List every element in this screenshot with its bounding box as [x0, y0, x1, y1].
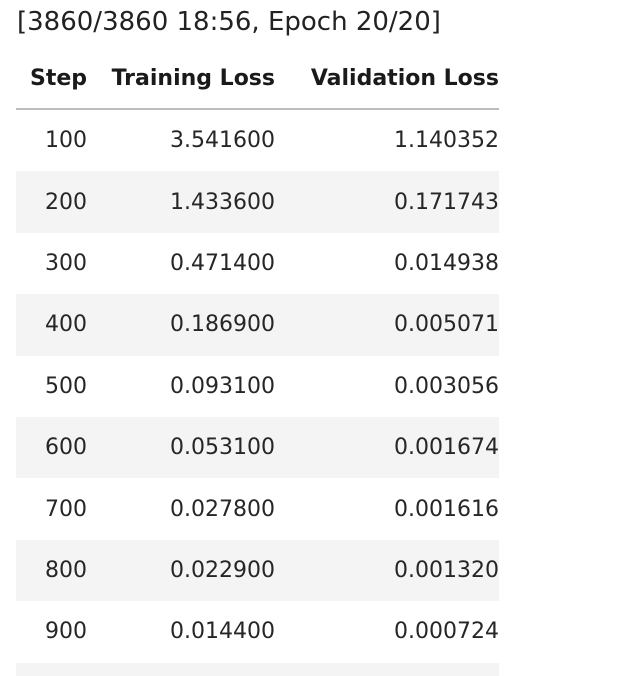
cell-training-loss: 3.541600: [170, 128, 275, 154]
cell-validation-loss: 0.171743: [275, 171, 499, 233]
cell-step: 600: [16, 416, 87, 479]
cell-validation-loss: 0.000724: [394, 619, 499, 645]
table-row: [16, 662, 499, 676]
cell-training-loss: 1.433600: [87, 171, 275, 233]
cell-training-loss: [87, 662, 275, 676]
cell-validation-loss: 0.001674: [275, 416, 499, 479]
cell-step: 400: [16, 294, 87, 356]
table-row: 700 0.027800 0.001616: [16, 478, 499, 539]
cell-validation-loss: 0.001320: [275, 539, 499, 602]
table-row: 300 0.471400 0.014938: [16, 233, 499, 294]
cell-validation-loss: 0.014938: [394, 250, 499, 276]
cell-validation-loss: 0.005071: [275, 294, 499, 356]
cell-step: 700: [45, 496, 87, 522]
header-training-loss: Training Loss: [87, 48, 275, 110]
training-results-table: Step Training Loss Validation Loss 100 3…: [16, 48, 499, 676]
table-row: 900 0.014400 0.000724: [16, 601, 499, 662]
cell-training-loss: 0.027800: [170, 496, 275, 522]
header-validation-loss: Validation Loss: [275, 48, 499, 110]
cell-step: 900: [45, 619, 87, 645]
cell-training-loss: 0.186900: [87, 294, 275, 356]
table-row: 100 3.541600 1.140352: [16, 109, 499, 171]
cell-step: 800: [16, 539, 87, 602]
table-row: 600 0.053100 0.001674: [16, 416, 499, 479]
table-row: 800 0.022900 0.001320: [16, 539, 499, 602]
cell-training-loss: 0.022900: [87, 539, 275, 602]
cell-training-loss: 0.014400: [170, 619, 275, 645]
cell-training-loss: 0.093100: [170, 373, 275, 399]
cell-training-loss: 0.053100: [87, 416, 275, 479]
cell-validation-loss: 0.003056: [394, 373, 499, 399]
cell-step: 200: [16, 171, 87, 233]
table-header-row: Step Training Loss Validation Loss: [16, 48, 499, 110]
cell-step: 300: [45, 250, 87, 276]
cell-step: 500: [45, 373, 87, 399]
cell-step: 100: [45, 128, 87, 154]
table-row: 500 0.093100 0.003056: [16, 356, 499, 417]
training-progress-text: [3860/3860 18:56, Epoch 20/20]: [17, 7, 441, 37]
table-row: 400 0.186900 0.005071: [16, 294, 499, 356]
cell-step: [16, 662, 87, 676]
cell-training-loss: 0.471400: [170, 250, 275, 276]
cell-validation-loss: [275, 662, 499, 676]
header-step: Step: [16, 48, 87, 110]
cell-validation-loss: 0.001616: [394, 496, 499, 522]
cell-validation-loss: 1.140352: [394, 128, 499, 154]
table-row: 200 1.433600 0.171743: [16, 171, 499, 233]
